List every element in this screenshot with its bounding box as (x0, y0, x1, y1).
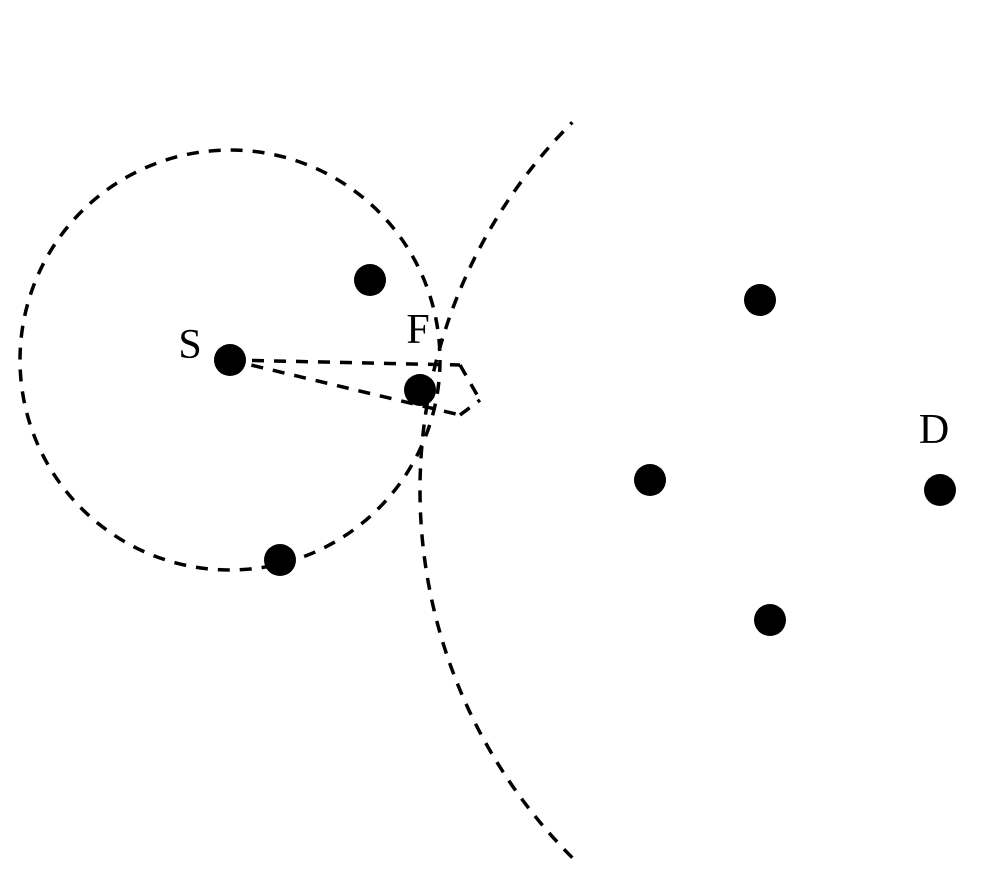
S-to-F-upper (230, 360, 460, 365)
arc-D (420, 122, 572, 857)
node-n3 (634, 464, 666, 496)
label-F: F (406, 306, 429, 354)
node-D (924, 474, 956, 506)
node-S (214, 344, 246, 376)
node-F (404, 374, 436, 406)
node-n1 (354, 264, 386, 296)
node-n5 (754, 604, 786, 636)
F-notch-bottom (460, 400, 480, 415)
node-n2 (264, 544, 296, 576)
node-n4 (744, 284, 776, 316)
label-S: S (178, 321, 201, 369)
routing-diagram: S F D (0, 0, 1000, 870)
F-notch-right (460, 365, 480, 400)
diagram-svg (0, 0, 1000, 870)
label-D: D (919, 406, 949, 454)
